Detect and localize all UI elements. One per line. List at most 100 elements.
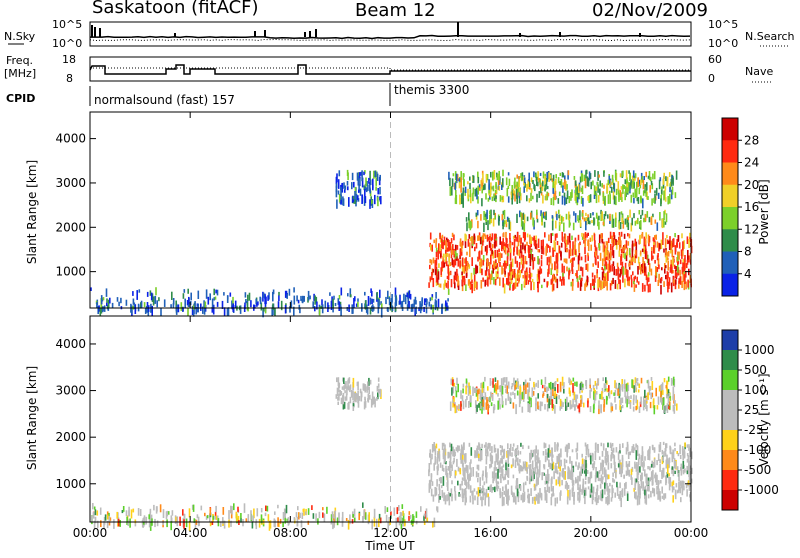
echo-cell bbox=[480, 214, 482, 221]
echo-cell bbox=[665, 265, 667, 269]
echo-cell bbox=[540, 192, 543, 196]
echo-cell bbox=[209, 521, 212, 527]
echo-cell bbox=[407, 291, 410, 296]
echo-cell bbox=[460, 242, 463, 252]
echo-cell bbox=[344, 189, 346, 193]
colorbar-tick-label: 500 bbox=[744, 363, 767, 377]
echo-cell bbox=[531, 387, 534, 397]
echo-cell bbox=[536, 176, 538, 186]
echo-cell bbox=[376, 292, 378, 300]
echo-cell bbox=[668, 457, 671, 463]
echo-cell bbox=[166, 510, 169, 517]
echo-cell bbox=[401, 300, 404, 310]
echo-cell bbox=[669, 267, 672, 273]
echo-cell bbox=[457, 280, 460, 286]
echo-cell bbox=[418, 307, 420, 312]
echo-cell bbox=[337, 298, 340, 305]
echo-cell bbox=[463, 442, 465, 451]
echo-cell bbox=[231, 506, 233, 515]
echo-cell bbox=[408, 300, 410, 309]
echo-cell bbox=[441, 266, 443, 272]
echo-cell bbox=[149, 521, 152, 531]
echo-cell bbox=[441, 442, 444, 450]
echo-cell bbox=[396, 507, 399, 515]
echo-cell bbox=[464, 469, 466, 480]
echo-cell bbox=[532, 260, 534, 270]
echo-cell bbox=[512, 235, 515, 239]
echo-cell bbox=[558, 472, 561, 481]
echo-cell bbox=[604, 482, 606, 489]
echo-cell bbox=[448, 171, 450, 180]
echo-cell bbox=[562, 402, 564, 407]
echo-cell bbox=[602, 221, 605, 226]
echo-cell bbox=[466, 251, 468, 256]
echo-cell bbox=[501, 491, 504, 497]
echo-cell bbox=[495, 263, 497, 267]
echo-cell bbox=[318, 511, 321, 519]
echo-cell bbox=[653, 171, 656, 180]
echo-cell bbox=[683, 485, 685, 491]
echo-cell bbox=[463, 471, 465, 477]
echo-cell bbox=[600, 462, 602, 472]
echo-cell bbox=[660, 198, 662, 207]
echo-cell bbox=[211, 520, 214, 525]
echo-cell bbox=[560, 250, 562, 257]
echo-cell bbox=[515, 274, 517, 283]
echo-cell bbox=[479, 261, 481, 266]
echo-cell bbox=[512, 443, 515, 447]
echo-cell bbox=[449, 401, 452, 411]
echo-cell bbox=[501, 459, 504, 464]
echo-cell bbox=[450, 470, 452, 477]
echo-cell bbox=[518, 176, 521, 181]
echo-cell bbox=[624, 218, 627, 225]
echo-cell bbox=[628, 469, 631, 477]
echo-cell bbox=[657, 453, 660, 461]
echo-cell bbox=[465, 264, 468, 273]
echo-cell bbox=[556, 442, 559, 451]
echo-cell bbox=[641, 248, 644, 253]
echo-cell bbox=[516, 213, 518, 223]
echo-cell bbox=[637, 469, 640, 475]
echo-cell bbox=[456, 174, 459, 181]
echo-cell bbox=[594, 380, 597, 386]
echo-cell bbox=[660, 480, 662, 484]
echo-cell bbox=[622, 266, 625, 276]
echo-cell bbox=[609, 231, 612, 239]
echo-cell bbox=[660, 284, 662, 295]
echo-cell bbox=[520, 442, 522, 447]
echo-cell bbox=[484, 183, 486, 190]
echo-cell bbox=[582, 402, 585, 408]
echo-cell bbox=[597, 378, 600, 385]
echo-cell bbox=[644, 485, 647, 493]
echo-cell bbox=[554, 233, 557, 241]
echo-cell bbox=[644, 469, 646, 477]
echo-cell bbox=[640, 478, 643, 482]
echo-cell bbox=[459, 260, 461, 268]
echo-cell bbox=[630, 180, 632, 189]
echo-cell bbox=[487, 493, 489, 498]
echo-cell bbox=[446, 248, 449, 252]
echo-cell bbox=[346, 307, 349, 311]
echo-cell bbox=[625, 383, 628, 392]
echo-cell bbox=[580, 256, 583, 261]
echo-cell bbox=[579, 282, 582, 291]
echo-cell bbox=[431, 294, 434, 298]
echo-cell bbox=[460, 456, 462, 464]
echo-cell bbox=[284, 516, 286, 524]
echo-cell bbox=[477, 185, 479, 195]
echo-cell bbox=[528, 267, 531, 274]
echo-cell bbox=[285, 504, 288, 514]
echo-cell bbox=[667, 464, 669, 474]
echo-cell bbox=[639, 466, 641, 473]
echo-cell bbox=[513, 270, 516, 278]
echo-cell bbox=[454, 259, 456, 266]
echo-cell bbox=[618, 232, 621, 236]
echo-cell bbox=[469, 189, 472, 198]
echo-cell bbox=[469, 485, 472, 493]
echo-cell bbox=[534, 466, 536, 475]
nave-tick-top: 60 bbox=[708, 53, 722, 66]
echo-cell bbox=[509, 242, 511, 253]
echo-cell bbox=[612, 178, 614, 183]
nsky-label: N.Sky bbox=[4, 30, 36, 43]
